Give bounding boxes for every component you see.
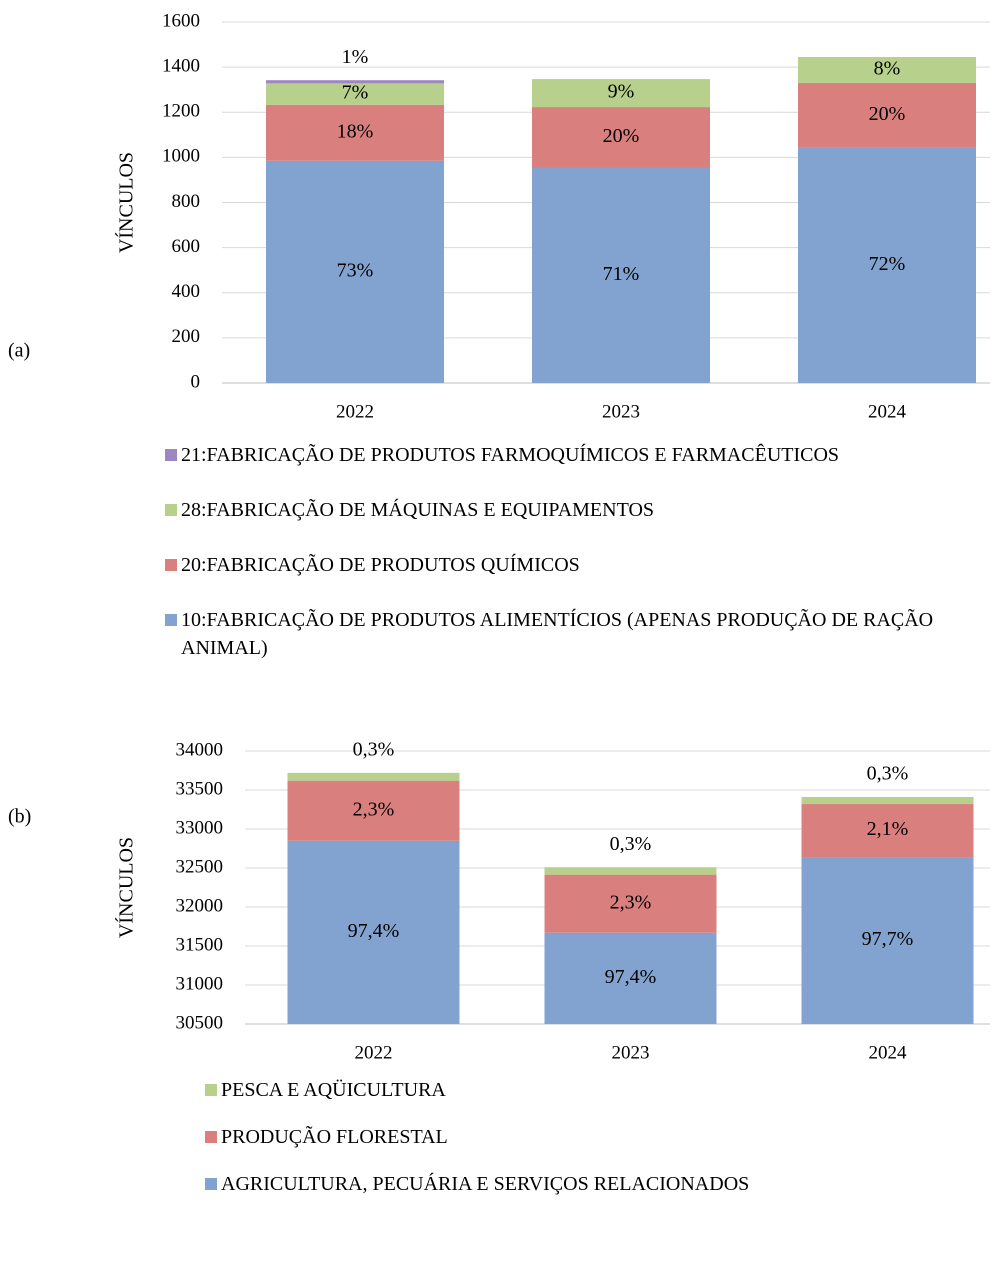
- bar-segment: [801, 797, 974, 805]
- x-tick-label: 2023: [612, 1042, 650, 1063]
- data-label: 0,3%: [867, 763, 909, 785]
- legend-swatch: [205, 1084, 217, 1096]
- legend-label: AGRICULTURA, PECUÁRIA E SERVIÇOS RELACIO…: [221, 1173, 750, 1195]
- data-label: 2,1%: [867, 818, 909, 840]
- bar-segment: [544, 867, 717, 875]
- y-tick-label: 1600: [162, 10, 200, 31]
- y-axis-title: VÍNCULOS: [115, 837, 138, 938]
- bar-segment: [266, 160, 444, 383]
- y-tick-label: 200: [172, 326, 201, 347]
- bar-segment: [798, 82, 976, 148]
- data-label: 20%: [869, 103, 906, 125]
- legend-label: PRODUÇÃO FLORESTAL: [221, 1126, 448, 1148]
- y-tick-label: 31000: [176, 973, 224, 994]
- y-tick-label: 30500: [176, 1012, 224, 1033]
- data-label: 7%: [342, 82, 369, 104]
- legend-swatch: [165, 449, 177, 461]
- bar-segment: [798, 56, 976, 83]
- legend-swatch: [205, 1131, 217, 1143]
- bar-segment: [544, 932, 717, 1024]
- legend-swatch: [165, 559, 177, 571]
- bar-segment: [801, 804, 974, 858]
- data-label: 97,7%: [862, 928, 914, 950]
- data-label: 2,3%: [353, 798, 395, 820]
- data-label: 71%: [603, 263, 640, 285]
- y-tick-label: 0: [191, 371, 201, 392]
- data-label: 0,3%: [610, 833, 652, 855]
- legend-swatch: [165, 504, 177, 516]
- legend-item: PESCA E AQÜICULTURA: [205, 1076, 995, 1104]
- y-tick-label: 34000: [176, 739, 224, 760]
- bar-segment: [287, 840, 460, 1024]
- x-tick-label: 2024: [868, 401, 907, 422]
- y-axis-title: VÍNCULOS: [115, 152, 138, 253]
- data-label: 2,3%: [610, 891, 652, 913]
- data-label: 73%: [337, 259, 374, 281]
- y-tick-label: 33000: [176, 817, 224, 838]
- bar-segment: [266, 83, 444, 105]
- data-label: 0,3%: [353, 738, 395, 760]
- legend-label: 10:FABRICAÇÃO DE PRODUTOS ALIMENTÍCIOS (…: [181, 609, 934, 659]
- data-label: 18%: [337, 120, 374, 142]
- panel-label: (b): [8, 806, 31, 828]
- bar-segment: [801, 857, 974, 1024]
- x-tick-label: 2022: [336, 401, 374, 422]
- y-tick-label: 800: [172, 191, 201, 212]
- x-tick-label: 2023: [602, 401, 640, 422]
- bar-segment: [532, 107, 710, 168]
- bar-segment: [532, 79, 710, 108]
- y-tick-label: 31500: [176, 934, 224, 955]
- legend-item: PRODUÇÃO FLORESTAL: [205, 1123, 995, 1151]
- bar-segment: [266, 80, 444, 84]
- y-tick-label: 32500: [176, 856, 224, 877]
- x-tick-label: 2022: [355, 1042, 393, 1063]
- legend-item: 28:FABRICAÇÃO DE MÁQUINAS E EQUIPAMENTOS: [165, 496, 985, 524]
- y-tick-label: 1400: [162, 55, 200, 76]
- bar-segment: [287, 772, 460, 781]
- data-label: 9%: [608, 81, 635, 103]
- legend-label: 28:FABRICAÇÃO DE MÁQUINAS E EQUIPAMENTOS: [181, 499, 655, 521]
- bar-segment: [532, 167, 710, 383]
- legend-item: 21:FABRICAÇÃO DE PRODUTOS FARMOQUÍMICOS …: [165, 441, 985, 469]
- y-tick-label: 32000: [176, 895, 224, 916]
- data-label: 20%: [603, 125, 640, 147]
- legend-item: 10:FABRICAÇÃO DE PRODUTOS ALIMENTÍCIOS (…: [165, 606, 985, 662]
- legend-label: PESCA E AQÜICULTURA: [221, 1079, 446, 1101]
- legend-item: AGRICULTURA, PECUÁRIA E SERVIÇOS RELACIO…: [205, 1170, 995, 1198]
- data-label: 97,4%: [348, 920, 400, 942]
- x-tick-label: 2024: [869, 1042, 908, 1063]
- legend-label: 21:FABRICAÇÃO DE PRODUTOS FARMOQUÍMICOS …: [181, 444, 840, 466]
- y-tick-label: 600: [172, 236, 201, 257]
- legend-swatch: [205, 1178, 217, 1190]
- bar-segment: [544, 874, 717, 933]
- legend-swatch: [165, 614, 177, 626]
- data-label: 97,4%: [605, 966, 657, 988]
- y-tick-label: 400: [172, 281, 201, 302]
- bar-segment: [287, 780, 460, 841]
- legend-label: 20:FABRICAÇÃO DE PRODUTOS QUÍMICOS: [181, 554, 580, 576]
- y-tick-label: 1200: [162, 101, 200, 122]
- data-label: 72%: [869, 253, 906, 275]
- bar-segment: [266, 104, 444, 161]
- data-label: 8%: [874, 58, 901, 80]
- bar-segment: [798, 147, 976, 383]
- data-label: 1%: [342, 46, 369, 68]
- y-tick-label: 33500: [176, 778, 224, 799]
- legend-item: 20:FABRICAÇÃO DE PRODUTOS QUÍMICOS: [165, 551, 985, 579]
- panel-label: (a): [8, 340, 30, 362]
- y-tick-label: 1000: [162, 146, 200, 167]
